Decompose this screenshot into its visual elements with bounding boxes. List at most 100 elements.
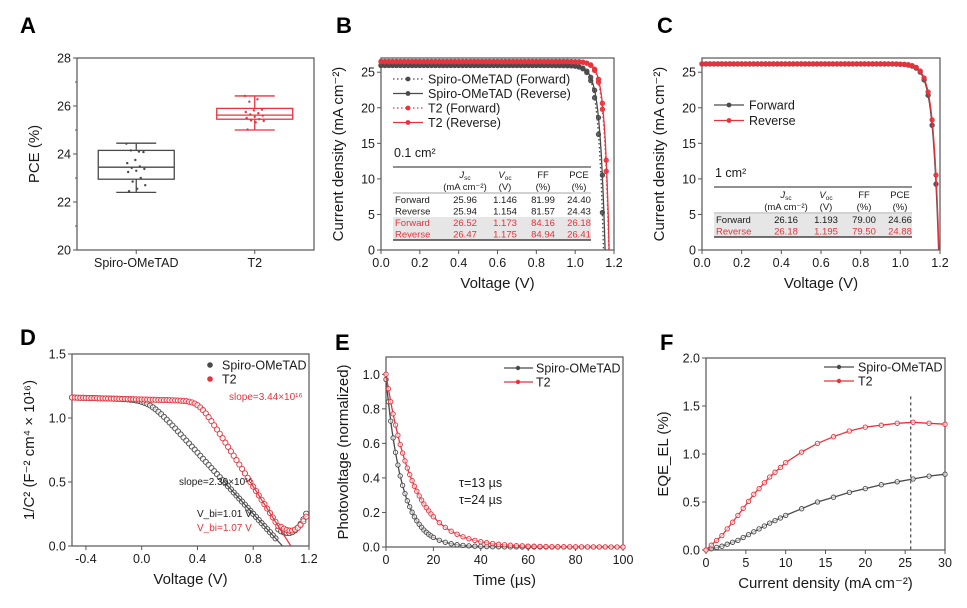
x-tick-label: 0.6: [489, 256, 506, 270]
series-t2: [68, 394, 310, 547]
series-marker: [708, 542, 714, 548]
series-marker: [926, 473, 932, 479]
y-tick-label: 2.0: [683, 352, 700, 366]
series-marker: [567, 544, 573, 550]
y-tick-label: 1.5: [49, 348, 66, 362]
series-marker: [772, 517, 778, 524]
row-value: 79.50: [852, 227, 876, 238]
data-point: [138, 165, 142, 168]
row-value: 1.175: [493, 230, 517, 241]
series-marker: [513, 542, 520, 549]
table-header: Jsc: [779, 190, 792, 202]
series-marker: [418, 497, 425, 503]
legend-swatch-marker: [405, 105, 411, 111]
y-tick-label: 0: [368, 244, 375, 258]
series-marker: [783, 512, 789, 519]
y-tick-label: 1.0: [363, 368, 380, 382]
x-tick-label: 30: [938, 556, 952, 570]
series-marker: [555, 544, 561, 550]
vbi-annotation-spiro: V_bi=1.01 V: [197, 509, 252, 520]
panel-letter: F: [660, 330, 673, 355]
series-marker: [910, 419, 916, 425]
series-marker: [409, 509, 415, 515]
y-tick-label: 0.0: [683, 544, 700, 558]
category-label: T2: [247, 256, 262, 270]
y-tick-label: 0.4: [363, 471, 380, 485]
row-value: 1.146: [493, 195, 517, 206]
series-marker: [430, 514, 437, 520]
legend-swatch-marker: [726, 118, 732, 123]
series-marker: [430, 534, 437, 541]
row-value: 26.18: [567, 218, 591, 229]
row-label: Forward: [716, 215, 751, 226]
series-marker: [798, 449, 805, 455]
y-tick-label: 0.5: [49, 476, 66, 490]
y-tick-label: 25: [682, 66, 696, 80]
panel-B: B 0 5 10 15 20 25 0.0 0.2 0.4 0.6 0.8 1.0 1.2 Voltage …: [330, 13, 623, 292]
x-tick-label: 0: [383, 553, 390, 567]
y-axis-label: Photovoltage (normalized): [335, 364, 352, 539]
series-marker: [894, 479, 900, 485]
data-point: [211, 422, 218, 429]
x-tick-label: 100: [613, 553, 634, 567]
series-marker: [404, 498, 410, 504]
tau-annotation-spiro: τ=13 µs: [459, 476, 502, 490]
category-label: Spiro-OMeTAD: [94, 256, 179, 270]
series-marker: [416, 493, 422, 499]
x-axis-label: Time (µs): [473, 572, 536, 589]
series-marker: [761, 480, 768, 486]
box-spiro-ometad: [97, 142, 175, 194]
data-point: [131, 180, 134, 183]
series-spiro-ometad-reverse-: [378, 62, 606, 251]
series-marker: [878, 482, 884, 488]
x-tick-label: 80: [569, 553, 583, 567]
series-marker: [729, 519, 736, 525]
series-marker: [395, 462, 401, 468]
table-row: Reverse 25.94 1.154 81.57 24.43: [395, 207, 591, 218]
table-row: Forward 26.16 1.193 79.00 24.66: [714, 214, 912, 226]
linear-fit-line: [224, 482, 283, 547]
x-tick-label: 0.8: [245, 552, 262, 566]
data-point: [230, 452, 237, 459]
series-marker: [756, 485, 762, 492]
table-unit: (mA cm⁻²): [764, 202, 808, 213]
series-marker: [392, 422, 399, 428]
y-tick-label: 22: [57, 196, 71, 210]
legend-swatch-marker: [515, 365, 521, 371]
y-tick-label: 5: [689, 208, 696, 222]
panel-letter: B: [336, 13, 352, 38]
y-tick-label: 1.0: [683, 448, 700, 462]
series-marker: [397, 473, 403, 479]
row-shade: [393, 217, 591, 229]
series-marker: [933, 172, 939, 178]
x-tick-label: 0.2: [411, 256, 428, 270]
y-axis-label: PCE (%): [26, 125, 43, 183]
series-marker: [414, 518, 420, 524]
series-marker: [735, 512, 741, 519]
series-marker: [385, 386, 392, 392]
x-tick-label: 1.2: [300, 552, 317, 566]
x-tick-label: 0.2: [733, 256, 750, 270]
legend-swatch-marker: [836, 378, 842, 384]
legend-label: T2: [858, 375, 873, 389]
row-label: Reverse: [395, 207, 430, 218]
series-marker: [783, 459, 789, 466]
series-marker: [761, 523, 768, 529]
row-shade: [714, 214, 912, 226]
x-tick-label: 0.4: [189, 552, 206, 566]
slope-annotation-t2: slope=3.44×10¹⁶: [229, 392, 303, 403]
series-marker: [740, 505, 746, 512]
series-marker: [448, 541, 454, 547]
row-value: 1.154: [493, 207, 517, 218]
y-tick-label: 26: [57, 100, 71, 114]
panel-C: C 0 5 10 15 20 25 0.0 0.2 0.4 0.6 0.8 1.0 1.2 Voltage …: [651, 13, 949, 292]
data-point: [260, 108, 264, 111]
panel-letter: C: [657, 13, 673, 38]
series-marker: [454, 531, 460, 537]
data-point: [246, 128, 249, 131]
table-unit: (%): [893, 202, 908, 213]
series-marker: [460, 542, 466, 549]
series-marker: [584, 544, 591, 550]
series-marker: [772, 469, 778, 475]
